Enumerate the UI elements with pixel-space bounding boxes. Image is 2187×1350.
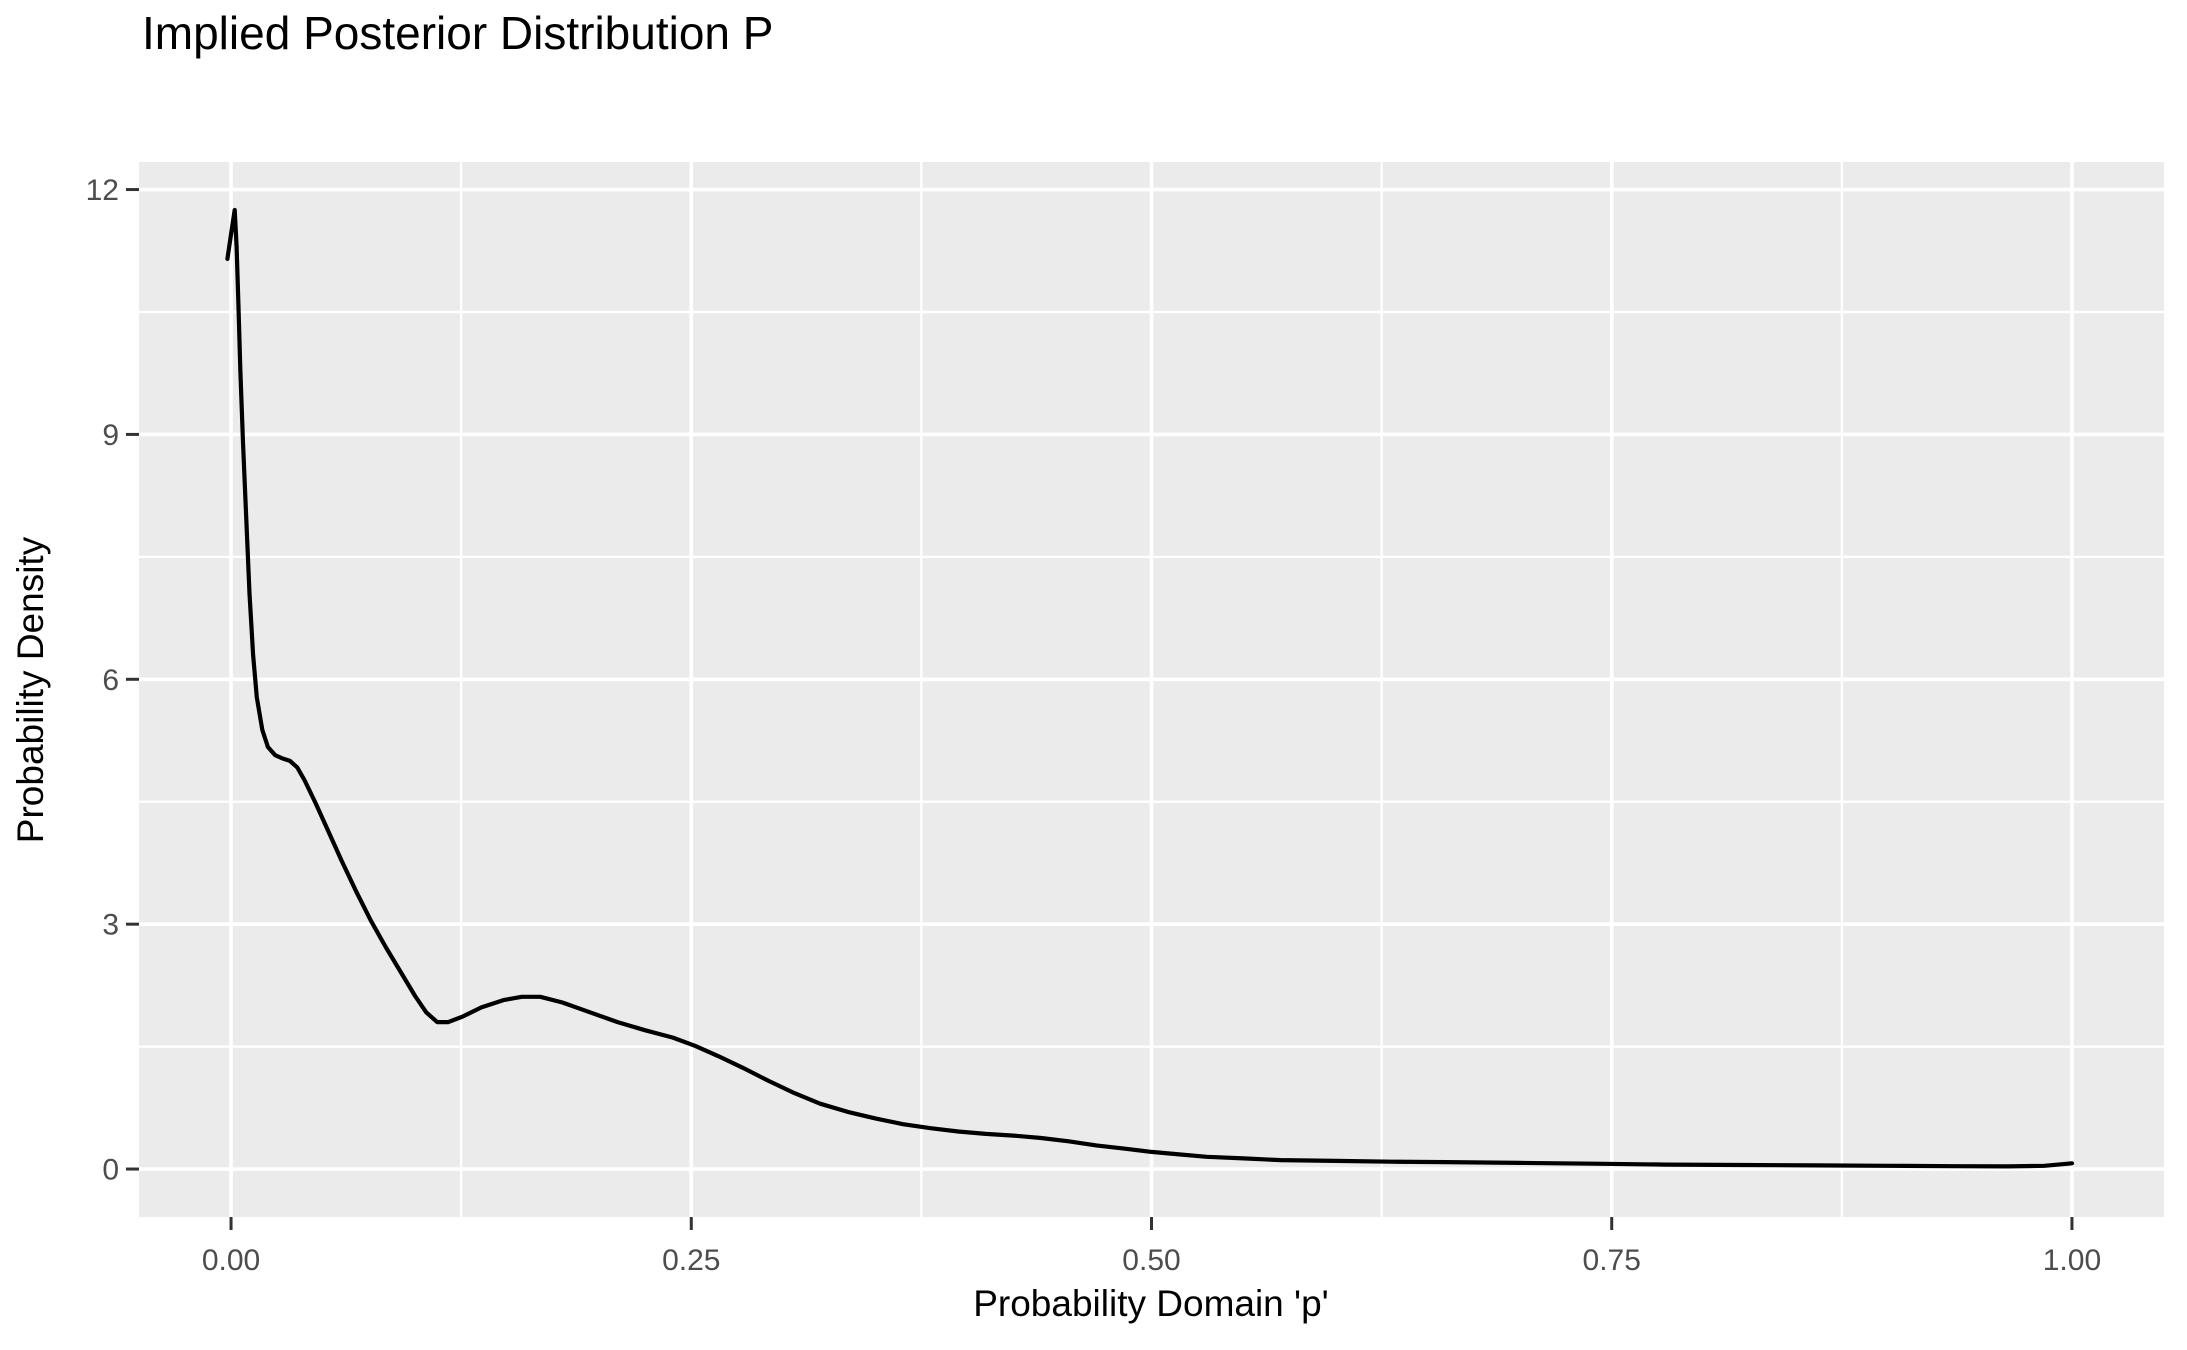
y-tick-label: 6 [102, 664, 119, 697]
x-tick-label: 1.00 [2043, 1244, 2101, 1277]
y-tick-label: 9 [102, 419, 119, 452]
x-tick-label: 0.50 [1122, 1244, 1180, 1277]
y-tick-labels: 0 3 6 9 12 [86, 174, 119, 1186]
y-tick-label: 12 [86, 174, 119, 207]
x-tick-label: 0.00 [202, 1244, 260, 1277]
x-axis-title: Probability Domain 'p' [973, 1283, 1329, 1324]
x-tick-label: 0.75 [1583, 1244, 1641, 1277]
chart-title: Implied Posterior Distribution P [142, 7, 773, 59]
x-tick-labels: 0.00 0.25 0.50 0.75 1.00 [202, 1244, 2101, 1277]
y-tick-label: 3 [102, 909, 119, 942]
axis-tick-marks [126, 188, 2074, 1230]
x-tick-label: 0.25 [662, 1244, 720, 1277]
y-axis-title: Probability Density [10, 536, 51, 843]
major-gridlines [139, 162, 2164, 1217]
density-curve [225, 207, 2075, 1169]
y-tick-label: 0 [102, 1154, 119, 1187]
